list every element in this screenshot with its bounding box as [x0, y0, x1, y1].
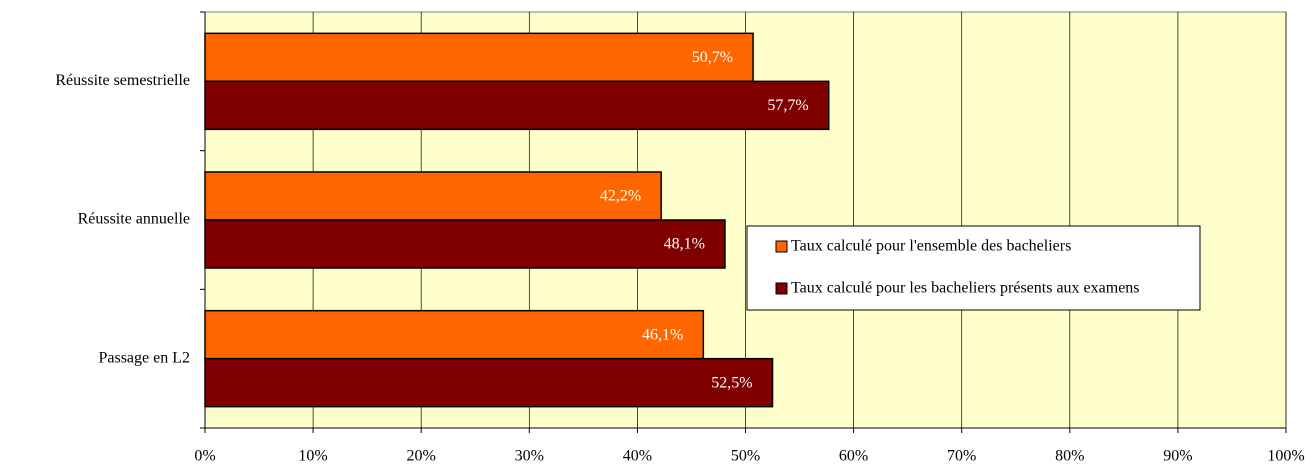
data-label: 46,1% — [642, 326, 683, 343]
bar — [204, 32, 754, 83]
data-label: 48,1% — [664, 236, 705, 253]
legend-label: Taux calculé pour les bacheliers présent… — [791, 280, 1140, 297]
y-tick-label: Passage en L2 — [98, 349, 190, 366]
x-tick-label: 100% — [1267, 448, 1304, 465]
legend-swatch — [775, 240, 788, 253]
legend-label: Taux calculé pour l'ensemble des bacheli… — [791, 238, 1071, 255]
x-tick-label: 20% — [407, 448, 436, 465]
data-label: 42,2% — [600, 188, 641, 205]
x-tick-label: 60% — [839, 448, 868, 465]
bar — [204, 309, 705, 360]
data-label: 50,7% — [692, 49, 733, 66]
bar — [204, 357, 774, 408]
data-label: 57,7% — [767, 97, 808, 114]
legend — [746, 225, 1201, 311]
x-tick-label: 50% — [731, 448, 760, 465]
data-label: 52,5% — [711, 374, 752, 391]
x-tick-label: 80% — [1055, 448, 1084, 465]
x-tick-label: 40% — [623, 448, 652, 465]
x-tick-label: 90% — [1163, 448, 1192, 465]
x-tick-label: 0% — [194, 448, 215, 465]
bar — [204, 80, 830, 131]
legend-swatch — [775, 282, 788, 295]
x-tick-label: 70% — [947, 448, 976, 465]
x-tick-label: 10% — [298, 448, 327, 465]
y-tick-label: Réussite annuelle — [78, 211, 190, 228]
y-tick-label: Réussite semestrielle — [55, 72, 190, 89]
bar — [204, 219, 726, 269]
x-tick-label: 30% — [515, 448, 544, 465]
bar — [204, 171, 662, 221]
